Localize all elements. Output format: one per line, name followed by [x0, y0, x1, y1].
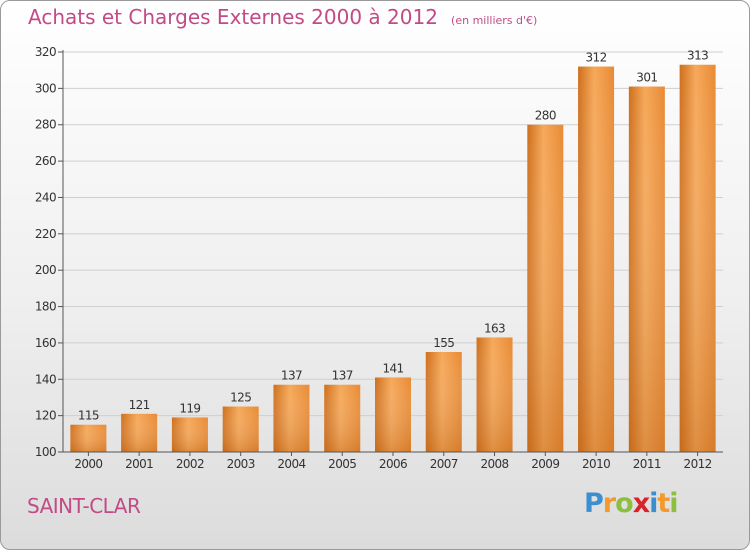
logo-letter: i [649, 488, 658, 519]
y-tick-label: 160 [35, 336, 56, 350]
y-tick-label: 240 [35, 190, 56, 204]
x-tick-label: 2006 [379, 457, 407, 471]
data-label: 125 [230, 391, 251, 405]
data-label: 280 [535, 109, 556, 123]
x-tick-label: 2009 [531, 457, 559, 471]
logo-letter: i [669, 488, 678, 519]
data-label: 312 [586, 51, 607, 65]
bar-shade [527, 124, 564, 453]
x-tick-label: 2000 [74, 457, 102, 471]
data-label: 141 [382, 361, 403, 375]
x-tick-label: 2005 [328, 457, 356, 471]
y-tick-label: 220 [35, 227, 56, 241]
data-label: 137 [332, 369, 353, 383]
bar-shade [324, 384, 361, 452]
y-tick-label: 100 [35, 445, 56, 459]
data-label: 115 [78, 409, 99, 423]
bar-shade [222, 406, 259, 452]
x-tick-label: 2008 [480, 457, 508, 471]
logo-letter: t [657, 488, 670, 519]
x-tick-label: 2003 [227, 457, 255, 471]
y-tick-label: 120 [35, 409, 56, 423]
x-tick-label: 2011 [633, 457, 661, 471]
bar-shade [679, 64, 716, 453]
y-tick-label: 300 [35, 81, 56, 95]
y-tick-label: 200 [35, 263, 56, 277]
y-tick-label: 280 [35, 118, 56, 132]
y-tick-label: 260 [35, 154, 56, 168]
logo-letter: P [584, 488, 604, 519]
bar-shade [578, 66, 615, 452]
chart-title-text: Achats et Charges Externes 2000 à 2012 [28, 5, 438, 29]
data-label: 137 [281, 369, 302, 383]
data-label: 121 [129, 398, 150, 412]
x-tick-label: 2010 [582, 457, 610, 471]
bar-shade [628, 86, 665, 452]
data-label: 301 [636, 71, 657, 85]
x-tick-label: 2007 [430, 457, 458, 471]
y-tick-label: 180 [35, 300, 56, 314]
bar-shade [425, 352, 462, 452]
bar-shade [70, 424, 107, 452]
bar-shade [171, 417, 208, 452]
y-tick-label: 320 [35, 45, 56, 59]
logo-letter: o [615, 488, 634, 519]
bar-shade [273, 384, 310, 452]
bar-shade [476, 337, 513, 452]
y-tick-label: 140 [35, 372, 56, 386]
x-tick-label: 2012 [684, 457, 712, 471]
x-tick-label: 2001 [125, 457, 153, 471]
logo-letter: r [602, 488, 616, 519]
chart-unit-text: (en milliers d'€) [451, 14, 538, 27]
chart-title: Achats et Charges Externes 2000 à 2012 (… [28, 5, 537, 29]
data-label: 155 [433, 336, 454, 350]
commune-name: SAINT-CLAR [27, 494, 141, 518]
bar-shade [121, 413, 158, 452]
data-label: 163 [484, 321, 505, 335]
x-tick-label: 2004 [277, 457, 305, 471]
proxiti-logo[interactable]: Proxiti [584, 488, 679, 519]
data-label: 119 [179, 401, 200, 415]
data-label: 313 [687, 49, 708, 63]
logo-letter: x [632, 488, 650, 519]
x-tick-label: 2002 [176, 457, 204, 471]
bar-shade [375, 377, 411, 452]
